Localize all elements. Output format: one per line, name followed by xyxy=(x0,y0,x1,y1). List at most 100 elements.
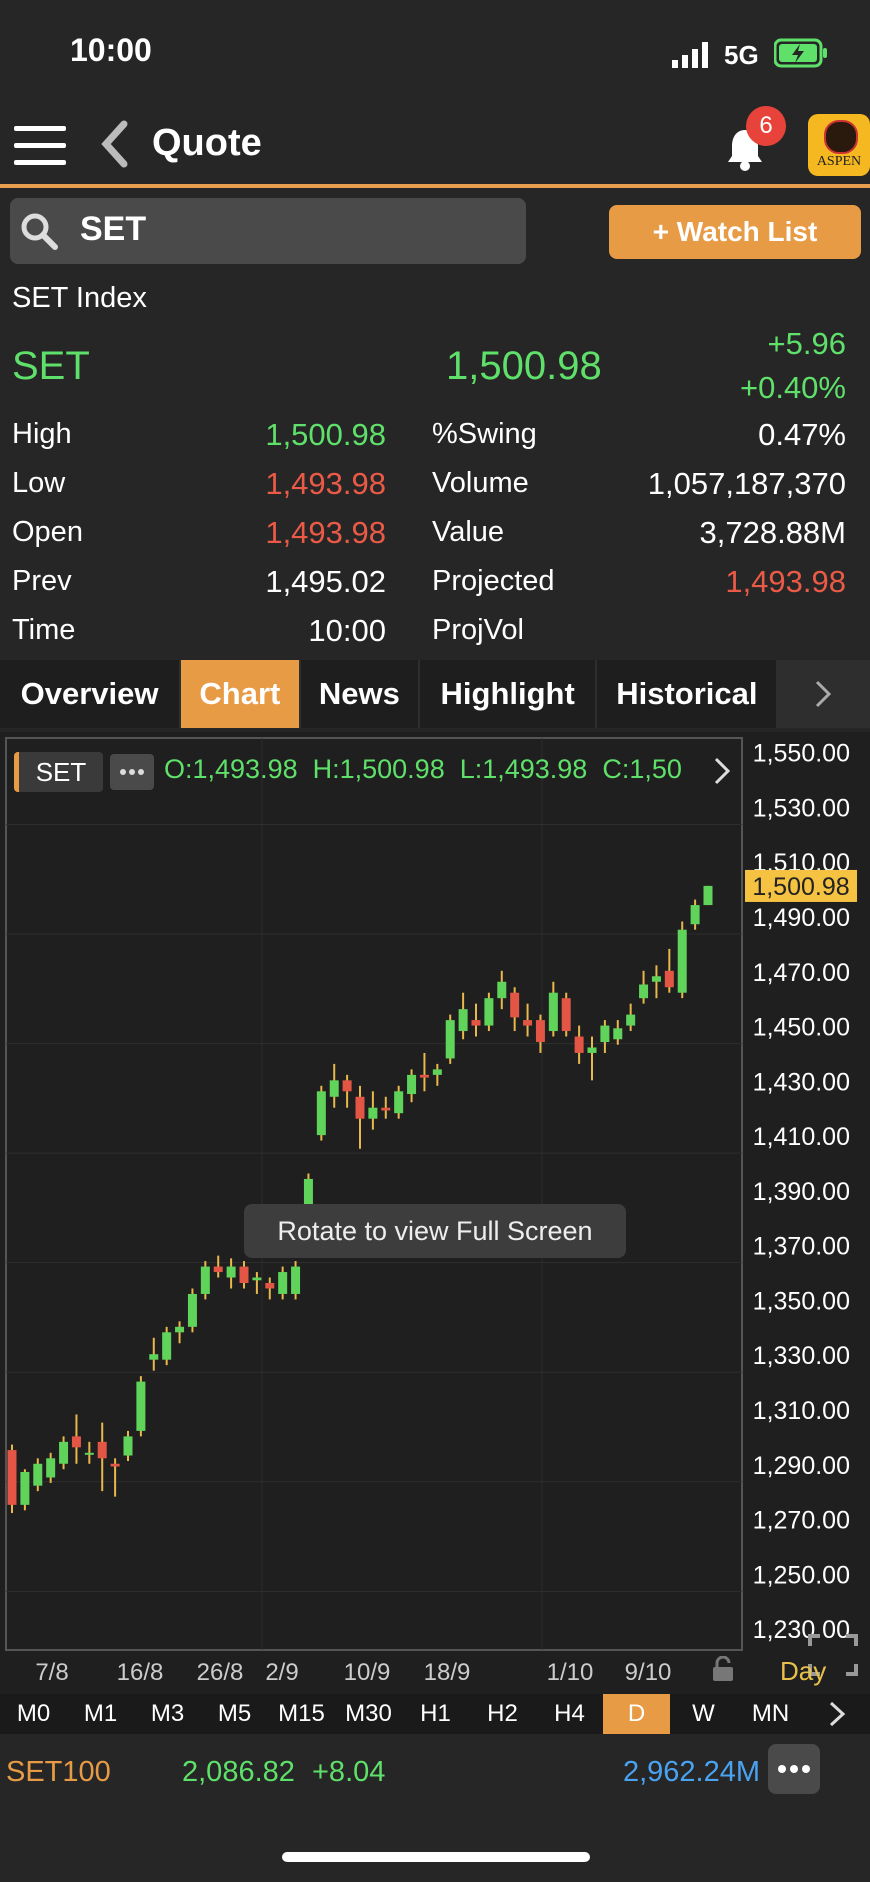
chart-interval-label: Day xyxy=(780,1656,827,1686)
stat-value-swing: 0.47% xyxy=(758,417,846,452)
lock-icon[interactable] xyxy=(710,1655,736,1687)
y-tick-label: 1,410.00 xyxy=(753,1123,850,1151)
x-tick-label: 1/10 xyxy=(547,1659,594,1686)
candle-body xyxy=(278,1272,288,1294)
timeframe-h1[interactable]: H1 xyxy=(420,1700,451,1727)
status-time: 10:00 xyxy=(70,32,152,68)
hamburger-menu-icon[interactable] xyxy=(14,124,66,168)
ohlc-scroll-chevron-icon[interactable] xyxy=(712,756,732,791)
timeframe-m15[interactable]: M15 xyxy=(278,1700,325,1727)
candle-body xyxy=(651,976,661,982)
timeframe-m5[interactable]: M5 xyxy=(217,1700,252,1727)
candle-body xyxy=(291,1266,301,1294)
tab-historical[interactable]: Historical xyxy=(597,660,777,728)
timeframe-m3[interactable]: M3 xyxy=(150,1700,185,1727)
page-title: Quote xyxy=(152,122,262,164)
x-tick-label: 18/9 xyxy=(424,1659,471,1686)
y-tick-label: 1,530.00 xyxy=(753,794,850,822)
instrument-symbol: SET xyxy=(12,344,90,388)
add-watchlist-button[interactable]: + Watch List xyxy=(609,205,861,259)
candle-body xyxy=(419,1074,429,1078)
tab-news[interactable]: News xyxy=(300,660,419,728)
back-chevron-icon[interactable] xyxy=(100,120,130,168)
candle-body xyxy=(703,885,713,906)
ticker-value: 2,962.24M xyxy=(622,1756,760,1788)
candle-body xyxy=(523,1020,533,1026)
candle-body xyxy=(252,1277,262,1281)
ticker-more-button[interactable] xyxy=(768,1744,820,1794)
candle-body xyxy=(213,1266,223,1273)
candle-body xyxy=(445,1020,455,1059)
stat-label-low: Low xyxy=(12,467,66,499)
candle-body xyxy=(97,1441,107,1459)
chart-symbol-chip[interactable]: SET xyxy=(14,752,103,792)
fullscreen-icon[interactable] xyxy=(806,1632,860,1683)
timeframe-d[interactable]: D xyxy=(603,1694,670,1734)
notification-badge: 6 xyxy=(746,106,786,146)
candle-body xyxy=(574,1036,584,1053)
y-tick-label: 1,270.00 xyxy=(753,1507,850,1535)
candle-body xyxy=(626,1014,636,1026)
ticker-change: +8.04 xyxy=(312,1756,386,1788)
status-bar: 10:00 5G xyxy=(0,0,870,110)
home-indicator xyxy=(282,1852,590,1862)
bottom-ticker[interactable]: SET100 2,086.82 +8.04 2,962.24M xyxy=(0,1734,870,1814)
y-tick-label: 1,550.00 xyxy=(753,740,850,768)
candle-body xyxy=(664,970,674,988)
timeframe-bar: M0 M1 M3 M5 M15 M30 H1 H2 H4 D W MN xyxy=(0,1694,870,1734)
x-tick-label: 16/8 xyxy=(117,1659,164,1686)
search-value: SET xyxy=(80,210,147,248)
timeframe-h4[interactable]: H4 xyxy=(554,1700,585,1727)
x-tick-label: 26/8 xyxy=(197,1659,244,1686)
tab-chart[interactable]: Chart xyxy=(181,660,299,728)
chart-menu-button[interactable] xyxy=(110,754,154,790)
candle-body xyxy=(71,1436,81,1448)
candle-body xyxy=(471,1020,481,1026)
stat-label-value: Value xyxy=(432,516,505,548)
timeframe-w[interactable]: W xyxy=(692,1700,715,1727)
stat-label-projvol: ProjVol xyxy=(432,614,524,646)
last-price: 1,500.98 xyxy=(446,344,602,388)
tabs-more-chevron-icon[interactable] xyxy=(778,660,869,728)
tab-highlight[interactable]: Highlight xyxy=(420,660,596,728)
candle-body xyxy=(561,998,571,1032)
x-tick-label: 9/10 xyxy=(625,1659,672,1686)
more-dots-icon xyxy=(778,1765,810,1773)
stat-label-time: Time xyxy=(12,614,76,646)
price-change: +5.96 xyxy=(767,326,846,361)
candle-body xyxy=(200,1266,210,1294)
chart-symbol: SET xyxy=(35,756,87,787)
last-price-label: 1,500.98 xyxy=(752,873,849,901)
timeframe-m30[interactable]: M30 xyxy=(345,1700,392,1727)
candle-body xyxy=(59,1441,69,1464)
stat-label-swing: %Swing xyxy=(432,418,537,450)
candle-body xyxy=(407,1074,417,1095)
candle-body xyxy=(639,984,649,999)
price-change-pct: +0.40% xyxy=(739,370,846,405)
stat-label-open: Open xyxy=(12,516,83,548)
tab-overview[interactable]: Overview xyxy=(0,660,180,728)
candle-body xyxy=(458,1009,468,1032)
candle-body xyxy=(342,1080,352,1092)
timeframe-h2[interactable]: H2 xyxy=(487,1700,518,1727)
timeframe-m1[interactable]: M1 xyxy=(83,1700,118,1727)
candle-body xyxy=(355,1096,365,1119)
y-tick-label: 1,390.00 xyxy=(753,1178,850,1206)
aspen-logo[interactable]: ASPEN xyxy=(808,114,870,176)
timeframe-m0[interactable]: M0 xyxy=(16,1700,51,1727)
candle-body xyxy=(510,992,520,1018)
stat-value-open: 1,493.98 xyxy=(265,515,386,550)
candle-body xyxy=(20,1471,30,1505)
ticker-last: 2,086.82 xyxy=(182,1756,295,1788)
network-label: 5G xyxy=(724,40,759,70)
candle-body xyxy=(535,1020,545,1042)
stat-label-volume: Volume xyxy=(432,467,529,499)
y-tick-label: 1,250.00 xyxy=(753,1561,850,1589)
chart-panel[interactable]: 1,550.00 1,530.00 1,510.00 1,490.00 1,470.00… xyxy=(0,732,870,1694)
candlestick-chart[interactable]: 1,550.001,530.001,510.001,490.001,470.00… xyxy=(0,732,870,1694)
timeframe-mn[interactable]: MN xyxy=(751,1700,790,1727)
timeframe-more-chevron-icon[interactable] xyxy=(804,1694,870,1734)
candle-body xyxy=(548,992,558,1032)
search-input[interactable]: SET xyxy=(10,198,526,264)
candle-body xyxy=(316,1091,326,1136)
